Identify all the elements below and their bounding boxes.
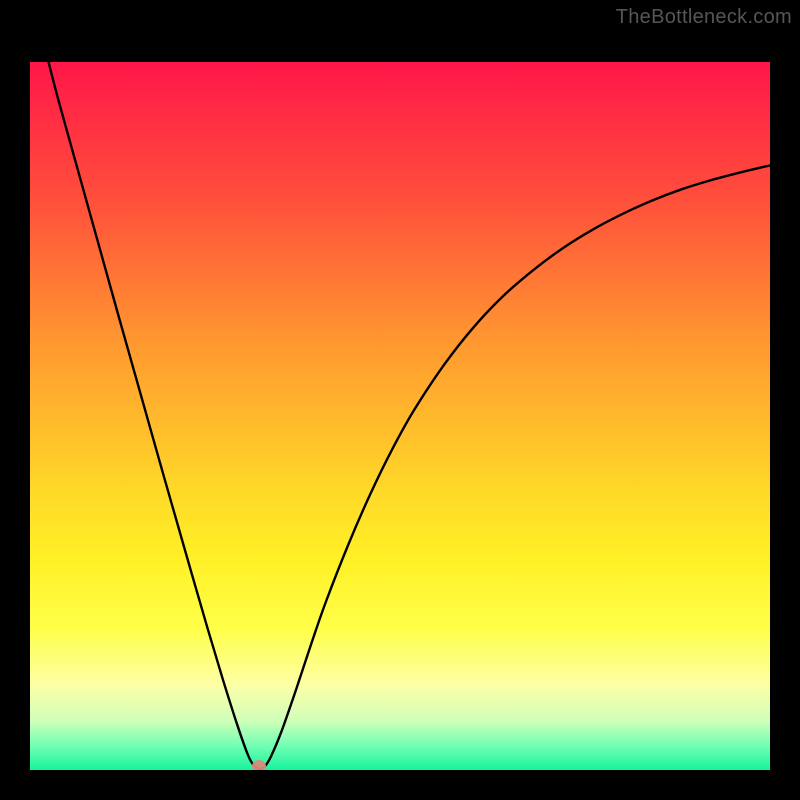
plot-area — [30, 62, 770, 770]
plot-frame — [0, 32, 800, 800]
bottleneck-curve-layer — [30, 62, 770, 770]
bottleneck-curve — [49, 62, 771, 769]
optimum-marker — [252, 760, 266, 770]
watermark-text: TheBottleneck.com — [616, 6, 792, 29]
